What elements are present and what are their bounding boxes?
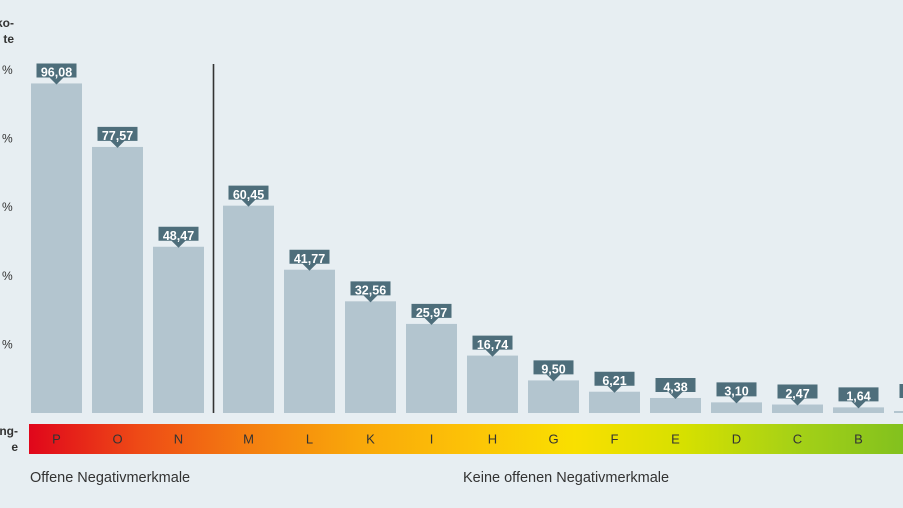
grade-label-C: C	[793, 431, 802, 446]
grade-label-L: L	[306, 431, 313, 446]
y-axis-label: ko-te	[0, 16, 14, 46]
bar-C	[772, 404, 823, 413]
value-callout-G: 9,50	[533, 360, 574, 382]
x-axis-label-line: ung-	[0, 424, 18, 438]
value-label: 1,64	[846, 390, 870, 404]
value-label: 25,97	[416, 306, 447, 320]
y-tick-label: %	[2, 132, 13, 146]
bar-N	[153, 246, 204, 413]
bar-E	[650, 397, 701, 413]
value-callout-P: 96,08	[36, 63, 77, 85]
grade-label-B: B	[854, 431, 863, 446]
value-label: 6,21	[602, 374, 626, 388]
value-callout-N: 48,47	[158, 226, 199, 248]
y-tick-label: %	[2, 200, 13, 214]
x-axis-label: ung-e	[0, 424, 18, 454]
grade-label-F: F	[611, 431, 619, 446]
bar-O	[92, 146, 143, 413]
bar-F	[589, 391, 640, 413]
value-callout-B: 1,64	[838, 387, 879, 409]
value-callout-F: 6,21	[594, 371, 635, 393]
value-callout-A	[899, 384, 903, 398]
group-label-offene: Offene Negativmerkmale	[30, 470, 191, 486]
value-label: 3,10	[724, 385, 748, 399]
grade-label-O: O	[112, 431, 122, 446]
bar-A	[894, 411, 903, 413]
value-label: 96,08	[41, 66, 72, 80]
y-axis-label-line: ko-	[0, 16, 14, 30]
value-label: 48,47	[163, 229, 194, 243]
value-label: 77,57	[102, 129, 133, 143]
value-callout-E: 4,38	[655, 377, 696, 399]
group-label-keine-offene: Keine offenen Negativmerkmale	[463, 470, 670, 486]
bar-H	[467, 355, 518, 413]
bar-M	[223, 205, 274, 413]
value-callout-O: 77,57	[97, 126, 138, 148]
value-callout-H: 16,74	[472, 335, 513, 357]
value-label: 60,45	[233, 188, 264, 202]
grade-label-G: G	[548, 431, 558, 446]
bar-I	[406, 323, 457, 413]
bar-L	[284, 269, 335, 413]
y-tick-label: %	[2, 63, 13, 77]
grade-label-E: E	[671, 431, 680, 446]
y-tick-label: %	[2, 269, 13, 283]
grade-label-P: P	[52, 431, 61, 446]
value-callout-M: 60,45	[228, 185, 269, 207]
bars	[31, 83, 903, 413]
grade-color-scale: PONMLKIHGFEDCBA	[29, 424, 903, 454]
grade-label-I: I	[430, 431, 434, 446]
bar-P	[31, 83, 82, 413]
value-callout-D: 3,10	[716, 382, 757, 404]
bar-K	[345, 301, 396, 413]
grade-label-N: N	[174, 431, 183, 446]
grade-label-K: K	[366, 431, 375, 446]
y-axis-ticks: %%%%%	[2, 63, 13, 351]
x-axis-label-line: e	[11, 440, 18, 454]
value-label: 4,38	[663, 380, 687, 394]
y-axis-label-line: te	[3, 32, 14, 46]
y-tick-label: %	[2, 337, 13, 351]
value-label: 9,50	[541, 363, 565, 377]
value-label: 41,77	[294, 252, 325, 266]
value-callout-K: 32,56	[350, 281, 391, 303]
bar-G	[528, 380, 579, 413]
bar-D	[711, 402, 762, 413]
value-callout-C: 2,47	[777, 384, 818, 406]
grade-label-H: H	[488, 431, 497, 446]
value-callout-L: 41,77	[289, 249, 330, 271]
bar-B	[833, 407, 884, 413]
value-callout-I: 25,97	[411, 303, 452, 325]
grade-gradient-bar	[29, 424, 903, 454]
value-label: 32,56	[355, 284, 386, 298]
grade-label-M: M	[243, 431, 254, 446]
value-callouts: 96,08 77,57 48,47 60,45 41,77 32,56 25,97 16,74…	[36, 63, 903, 409]
value-label: 2,47	[785, 387, 809, 401]
value-label: 16,74	[477, 338, 508, 352]
grade-label-D: D	[732, 431, 741, 446]
